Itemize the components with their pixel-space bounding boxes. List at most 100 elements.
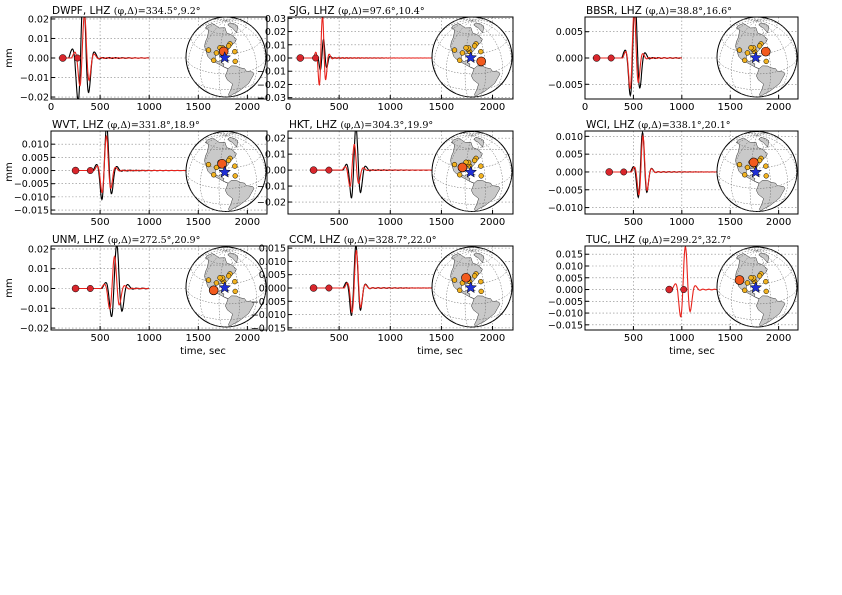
globe-meridian [446, 20, 473, 95]
globe-meridian [471, 250, 486, 327]
y-tick-label: 0.02 [28, 14, 49, 25]
globe-meridian [218, 250, 227, 327]
panel-title-station: WVT, LHZ [52, 119, 107, 131]
axes-frame [287, 130, 514, 215]
panel-title-station: WCI, LHZ [586, 119, 638, 131]
station-marker [471, 157, 478, 164]
synthetic-trace [596, 17, 682, 89]
epicenter-star [749, 51, 763, 64]
globe-meridian [471, 134, 501, 144]
y-tick-label: −0.010 [548, 203, 583, 214]
y-tick-label: 0.000 [556, 285, 583, 296]
globe-meridian [225, 134, 266, 187]
south-america-land [756, 295, 786, 327]
panel-title: UNM, LHZ (φ,Δ)=272.5°,20.9° [52, 234, 200, 246]
axes-frame [584, 130, 799, 215]
station-marker [756, 43, 763, 49]
globe-parallel [185, 56, 267, 75]
globe-parallel [193, 79, 259, 91]
globe-parallel [460, 209, 484, 212]
panel-unm: 500 1000 1500 2000 −0.02 −0.01 0.00 0.01 0.02UNM… [20, 234, 268, 344]
globe-meridian [721, 250, 758, 270]
y-tick-label: 0.015 [556, 250, 583, 261]
y-tick-label: 0.02 [265, 134, 286, 145]
globe-meridian [434, 250, 473, 313]
greenland-land [473, 137, 484, 148]
globe-meridian [225, 18, 239, 21]
station-marker [744, 50, 751, 56]
globe-meridian [471, 250, 503, 322]
globe-parallel [460, 325, 484, 328]
station-marker [748, 275, 754, 281]
station-marker [232, 48, 238, 55]
x-tick-label: 1500 [718, 102, 743, 113]
y-tick-label: −0.010 [251, 310, 286, 321]
globe-meridian [721, 134, 758, 154]
globe-meridian [225, 134, 255, 144]
globe-meridian [200, 135, 227, 209]
globe-meridian [471, 131, 475, 136]
globe-meridian [756, 134, 786, 144]
globe-meridian [471, 250, 501, 260]
station-marker [478, 48, 484, 55]
x-tick-label: 2000 [235, 217, 260, 228]
station-marker [232, 173, 238, 179]
globe-meridian [756, 20, 788, 92]
y-tick-label: 0.000 [259, 284, 286, 295]
synthetic-trace [75, 255, 150, 310]
y-tick-label: 0.00 [28, 284, 49, 295]
globe-meridian [464, 135, 473, 212]
globe-meridian [436, 250, 473, 270]
globe-parallel [193, 194, 259, 205]
globe-meridian [225, 246, 229, 251]
panel-title: BBSR, LHZ (φ,Δ)=38.8°,16.6° [586, 5, 732, 17]
station-marker [211, 172, 217, 178]
globe-meridian [756, 135, 788, 207]
panel-wvt: 500 1000 1500 2000 −0.015 −0.010 −0.005 0.000 0.… [14, 119, 268, 228]
globe-meridian [721, 20, 758, 40]
y-tick-label: −0.03 [257, 93, 286, 104]
globe-meridian [471, 248, 485, 251]
globe-meridian [756, 134, 797, 187]
y-tick-label: −0.010 [548, 309, 583, 320]
y-tick-label: 0.010 [556, 132, 583, 143]
station-marker [232, 278, 238, 285]
south-america-land [225, 180, 255, 211]
globe-meridian [434, 20, 473, 83]
x-tick-label: 2000 [480, 217, 505, 228]
globe-meridian [731, 250, 758, 325]
panel-title: WVT, LHZ (φ,Δ)=331.8°,18.9° [52, 119, 200, 131]
x-tick-label: 1000 [669, 217, 694, 228]
globe-meridian [188, 20, 227, 83]
globe-meridian [200, 20, 227, 95]
y-tick-label: 0.00 [28, 54, 49, 65]
panel-title-params: (φ,Δ)=38.8°,16.6° [645, 6, 732, 17]
x-tick-label: 2000 [480, 333, 505, 344]
epicenter-star [749, 165, 763, 178]
station-marker [763, 288, 769, 295]
x-tick-label: 500 [330, 217, 349, 228]
globe-meridian [446, 135, 473, 209]
x-tick-label: 1500 [186, 102, 211, 113]
station-marker [205, 161, 212, 168]
globe-parallel [736, 248, 778, 265]
globe-meridian [225, 20, 257, 92]
x-tick-label: 2000 [235, 333, 260, 344]
y-tick-label: 0.01 [265, 40, 286, 51]
y-tick-label: −0.01 [257, 182, 286, 193]
active-station-marker [208, 285, 219, 296]
y-tick-label: 0.000 [556, 167, 583, 178]
south-america-land [756, 180, 786, 211]
origin-time-marker [592, 54, 601, 62]
y-tick-label: 0.005 [259, 270, 286, 281]
panel-title-station: TUC, LHZ [585, 234, 638, 246]
globe-parallel [437, 34, 507, 54]
panel-tuc: 500 1000 1500 2000−0.015−0.010−0.0050.0000.… [548, 234, 799, 344]
origin-time-marker [309, 284, 318, 292]
station-marker [457, 57, 463, 63]
globe-parallel [716, 171, 798, 189]
active-station-marker [461, 272, 471, 283]
panel-wci: 500 1000 1500 2000 −0.010 −0.005 0.000 0.005 0.0… [548, 119, 799, 228]
station-marker [457, 287, 463, 293]
